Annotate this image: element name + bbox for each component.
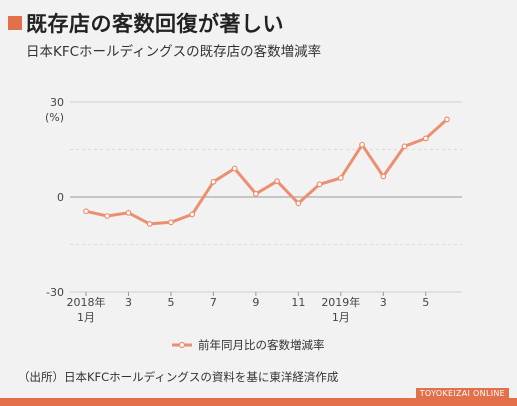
data-point	[295, 200, 302, 207]
data-point	[252, 190, 259, 197]
x-tick-label: 11	[291, 296, 305, 309]
data-point	[337, 175, 344, 181]
data-point	[231, 165, 238, 172]
data-point	[380, 173, 387, 180]
x-tick-label: 2018年	[67, 295, 106, 309]
title-row: 既存店の客数回復が著しい	[8, 8, 284, 38]
page-title: 既存店の客数回復が著しい	[26, 12, 284, 36]
data-point	[83, 208, 89, 215]
x-tick-label: 5	[422, 296, 429, 309]
y-unit-label: (%)	[45, 111, 64, 124]
data-point	[146, 221, 153, 227]
x-tick-label-month: 1月	[77, 311, 95, 324]
x-tick-label: 3	[125, 296, 132, 309]
series-line	[84, 117, 449, 226]
data-point	[189, 211, 196, 218]
footer-bar	[0, 398, 517, 406]
x-tick-label: 2019年	[321, 295, 360, 309]
y-tick-label: 0	[57, 191, 64, 204]
data-point	[168, 219, 174, 226]
title-marker	[8, 16, 22, 30]
y-tick-label: 30	[50, 96, 64, 109]
legend-marker	[178, 341, 186, 349]
x-tick-label: 7	[210, 296, 217, 309]
x-tick-label-month: 1月	[332, 311, 350, 324]
x-tick-label: 5	[167, 296, 174, 309]
brand-logo: TOYOKEIZAI ONLINE	[415, 388, 509, 399]
data-point	[104, 213, 111, 219]
data-point	[125, 209, 132, 216]
data-point	[401, 143, 408, 150]
data-point	[359, 141, 365, 148]
x-tick-label: 9	[252, 296, 259, 309]
data-point	[210, 178, 217, 185]
legend-label: 前年同月比の客数増減率	[198, 338, 325, 352]
source-note: （出所）日本KFCホールディングスの資料を基に東洋経済作成	[18, 370, 339, 384]
data-point	[274, 178, 281, 185]
data-point	[444, 116, 450, 123]
data-point	[422, 135, 429, 142]
x-tick-label: 3	[380, 296, 387, 309]
chart-subtitle: 日本KFCホールディングスの既存店の客数増減率	[26, 44, 322, 60]
data-point	[316, 181, 323, 188]
y-tick-label: -30	[46, 286, 64, 299]
